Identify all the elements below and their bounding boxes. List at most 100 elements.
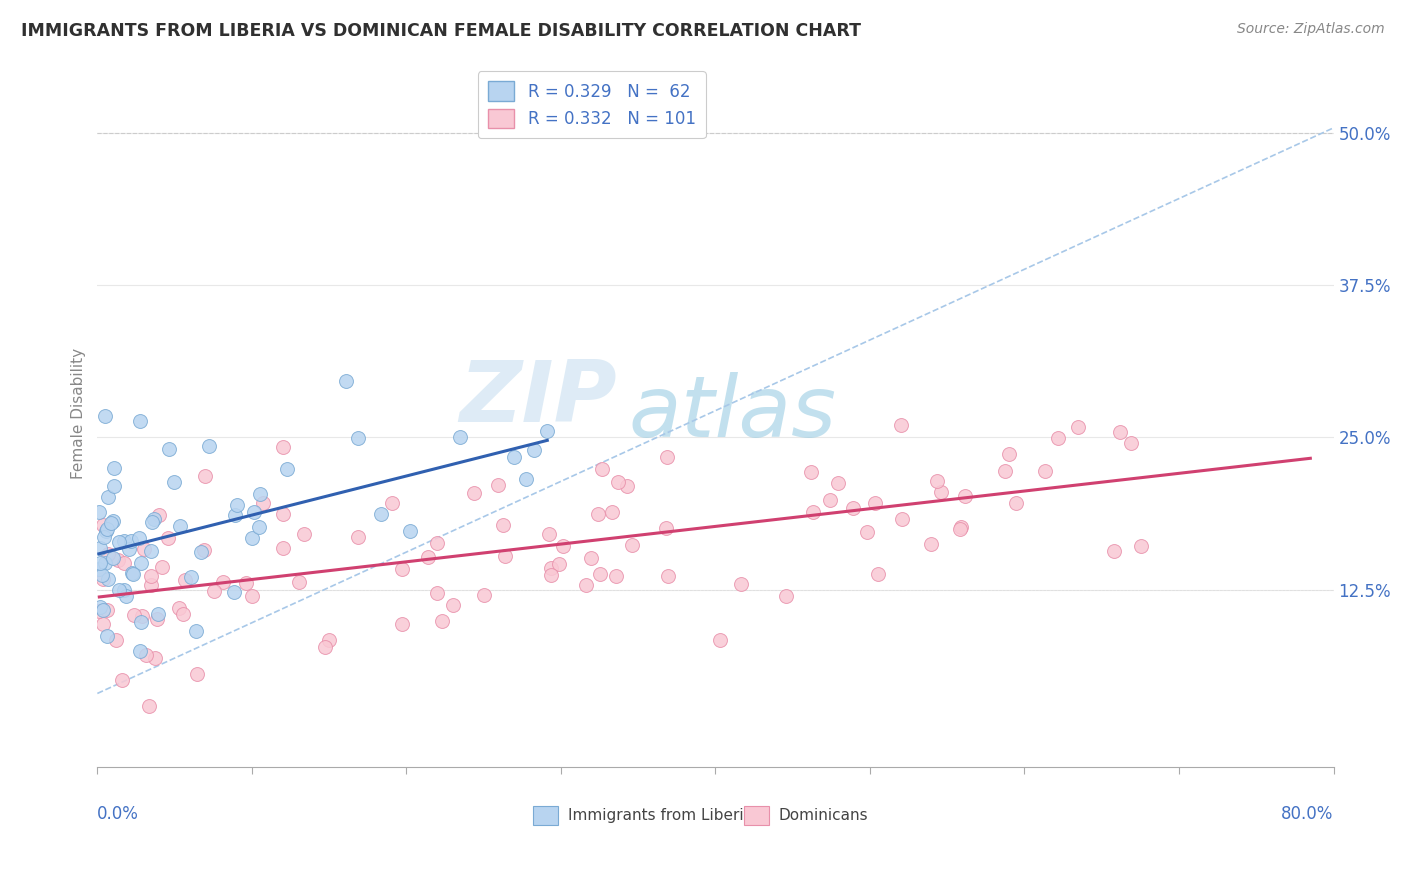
Point [472, 588, 495, 602]
Point [271, 541, 294, 556]
Point [997, 446, 1019, 460]
Text: ZIP: ZIP [458, 358, 617, 441]
Text: 0.0%: 0.0% [97, 805, 139, 823]
Text: IMMIGRANTS FROM LIBERIA VS DOMINICAN FEMALE DISABILITY CORRELATION CHART: IMMIGRANTS FROM LIBERIA VS DOMINICAN FEM… [21, 22, 860, 40]
Point [87, 562, 110, 576]
Text: atlas: atlas [628, 372, 837, 455]
Point [128, 531, 150, 545]
Point [225, 498, 247, 512]
Point [89, 599, 111, 614]
Point [927, 474, 949, 488]
Point [523, 443, 546, 458]
Point [139, 578, 162, 592]
Point [107, 552, 129, 566]
Point [540, 568, 562, 582]
Point [575, 578, 598, 592]
Point [398, 524, 420, 538]
Point [91, 572, 114, 586]
Point [249, 487, 271, 501]
Point [197, 439, 219, 453]
Point [89, 541, 111, 555]
Point [856, 524, 879, 539]
Point [87, 505, 110, 519]
Point [169, 518, 191, 533]
Point [169, 600, 191, 615]
Point [103, 550, 125, 565]
Point [515, 472, 537, 486]
Point [103, 460, 125, 475]
Point [949, 522, 972, 536]
Point [865, 496, 887, 510]
Point [89, 556, 111, 570]
Point [709, 633, 731, 648]
Point [112, 556, 135, 570]
Point [655, 450, 678, 464]
Point [112, 533, 135, 548]
Point [391, 562, 413, 576]
Point [129, 615, 152, 629]
Point [242, 531, 264, 545]
Point [492, 518, 515, 533]
Point [129, 556, 152, 570]
Point [193, 542, 215, 557]
Point [128, 643, 150, 657]
Point [486, 478, 509, 492]
Point [121, 566, 143, 580]
Point [139, 544, 162, 558]
Point [110, 673, 132, 688]
Point [994, 464, 1017, 478]
Point [122, 567, 145, 582]
Point [494, 549, 516, 564]
Point [426, 536, 449, 550]
Point [96, 629, 118, 643]
Point [370, 507, 392, 521]
Point [1067, 419, 1090, 434]
Point [602, 505, 624, 519]
Point [150, 560, 173, 574]
Point [800, 465, 823, 479]
Point [1005, 496, 1028, 510]
Point [180, 570, 202, 584]
Point [581, 550, 603, 565]
Point [381, 496, 404, 510]
Point [118, 541, 141, 556]
Point [920, 537, 942, 551]
Point [426, 586, 449, 600]
Point [252, 496, 274, 510]
Point [606, 475, 628, 489]
Point [174, 573, 197, 587]
Point [148, 607, 170, 621]
Point [318, 632, 340, 647]
Point [124, 607, 146, 622]
Point [194, 469, 217, 483]
Text: 80.0%: 80.0% [1281, 805, 1333, 823]
Point [91, 518, 114, 533]
Point [112, 583, 135, 598]
Point [135, 648, 157, 662]
Point [346, 431, 368, 445]
Point [655, 521, 678, 535]
Point [551, 539, 574, 553]
Point [536, 424, 558, 438]
Point [114, 589, 136, 603]
Point [1035, 464, 1057, 478]
Point [93, 617, 115, 632]
Point [949, 520, 972, 534]
Point [91, 568, 114, 582]
Point [890, 418, 912, 433]
Point [146, 612, 169, 626]
Point [1046, 431, 1069, 445]
Point [202, 583, 225, 598]
Point [131, 608, 153, 623]
Point [586, 507, 609, 521]
Text: Dominicans: Dominicans [779, 808, 869, 823]
Point [605, 569, 627, 583]
Point [157, 531, 180, 545]
Point [866, 566, 889, 581]
Point [186, 667, 208, 681]
Point [108, 534, 131, 549]
Point [148, 508, 170, 522]
Point [730, 577, 752, 591]
Point [190, 545, 212, 559]
Point [97, 490, 120, 504]
